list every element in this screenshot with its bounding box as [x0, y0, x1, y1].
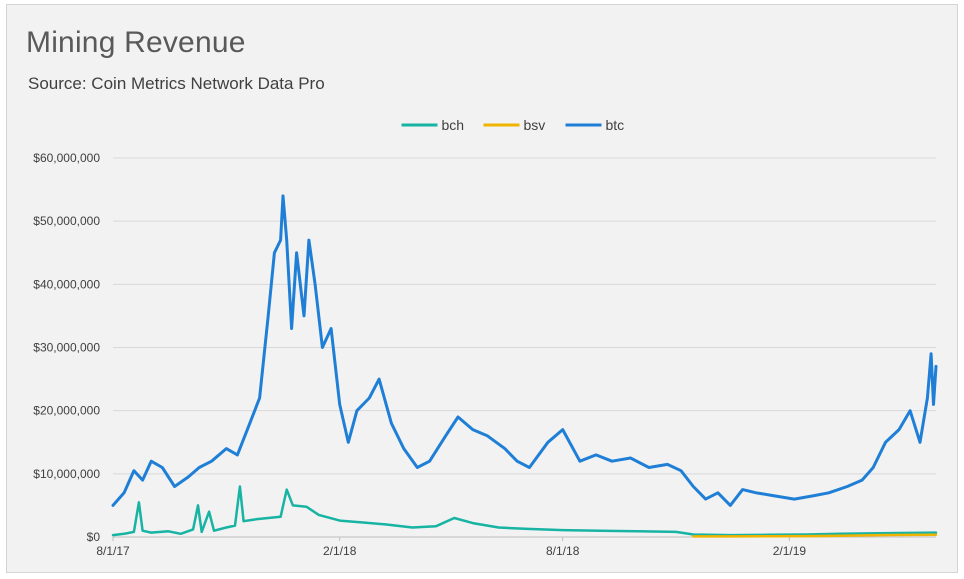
- y-tick-label: $0: [87, 530, 101, 544]
- chart-title: Mining Revenue: [26, 26, 246, 59]
- legend-label-btc: btc: [606, 117, 625, 133]
- series-line-btc: [111, 194, 938, 507]
- chart-subtitle: Source: Coin Metrics Network Data Pro: [28, 74, 325, 93]
- legend-label-bch: bch: [442, 117, 465, 133]
- y-tick-label: $30,000,000: [33, 341, 100, 355]
- series-line-bch: [111, 485, 938, 537]
- y-tick-label: $10,000,000: [33, 467, 100, 481]
- y-tick-label: $20,000,000: [33, 404, 100, 418]
- y-tick-label: $60,000,000: [33, 151, 100, 165]
- x-tick-label: 8/1/18: [546, 544, 580, 558]
- legend: bch bsv btc: [401, 117, 625, 133]
- y-tick-label: $40,000,000: [33, 277, 100, 291]
- x-tick-label: 8/1/17: [96, 544, 130, 558]
- y-tick-label: $50,000,000: [33, 214, 100, 228]
- x-tick-label: 2/1/19: [773, 544, 807, 558]
- x-tick-label: 2/1/18: [323, 544, 357, 558]
- y-axis-ticks: $0 $10,000,000 $20,000,000 $30,000,000 $40,0…: [33, 151, 100, 544]
- chart-frame: [6, 4, 958, 573]
- legend-label-bsv: bsv: [524, 117, 546, 133]
- x-axis-ticks: 8/1/17 2/1/18 8/1/18 2/1/19: [96, 537, 806, 558]
- series-lines: [111, 194, 938, 538]
- series-line-bsv: [692, 533, 938, 538]
- gridlines: [113, 157, 936, 538]
